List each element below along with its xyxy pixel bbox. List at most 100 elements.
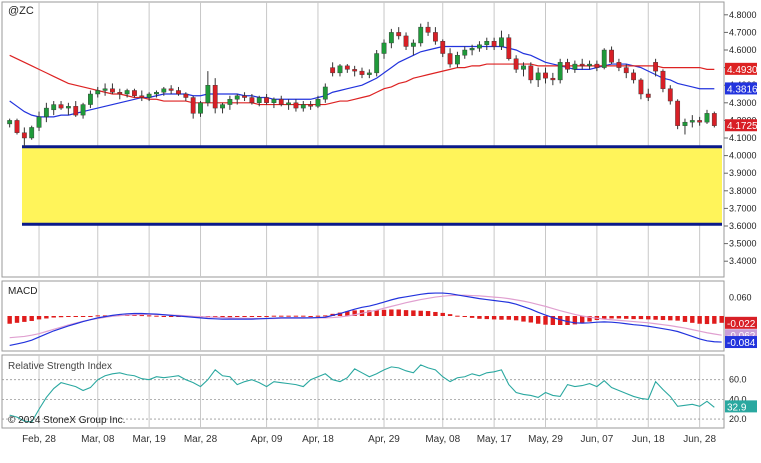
macd-histogram-bar: [440, 312, 445, 316]
candle-body: [462, 49, 468, 56]
macd-histogram-bar: [587, 316, 592, 322]
rsi-panel: 60.0 40.0 20.0 32.9 Relative Strength Inde…: [1, 354, 757, 429]
y-tick-label: 4.1000: [729, 133, 757, 143]
candle-body: [396, 32, 402, 37]
macd-histogram-bar: [389, 309, 394, 316]
macd-histogram-bar: [425, 311, 431, 316]
x-tick-label: Apr, 29: [368, 434, 400, 445]
macd-histogram-bar: [535, 316, 541, 324]
candle-body: [374, 53, 380, 74]
candle-body: [550, 77, 556, 81]
y-tick-label: 4.7000: [729, 27, 757, 37]
candle-body: [14, 120, 20, 133]
candle-body: [594, 63, 600, 68]
macd-value-label-bg: [725, 316, 757, 329]
candle-body: [183, 93, 189, 98]
macd-histogram-bar: [455, 315, 460, 317]
date-axis: Feb, 28 Mar, 08 Mar, 19 Mar, 28 Apr, 09 Apr, …: [22, 434, 716, 445]
macd-histogram-bar: [381, 309, 387, 316]
candle-body: [711, 113, 717, 126]
macd-histogram-bar: [602, 316, 607, 319]
candle-body: [433, 32, 438, 42]
candle-body: [572, 63, 578, 70]
macd-histogram-bar: [66, 316, 71, 317]
candle-body: [543, 72, 548, 79]
candle-body: [154, 92, 159, 95]
candle-body: [190, 97, 196, 114]
macd-histogram-bar: [653, 316, 658, 320]
candle-body: [410, 42, 416, 47]
rsi-y-axis: 60.0 40.0 20.0: [729, 375, 747, 424]
zone-fill: [22, 146, 722, 225]
y-tick-label: 4.6000: [729, 45, 757, 55]
macd-panel: 0.060 -0.022-0.062-0.084 MACD: [1, 280, 757, 352]
macd-histogram-bar: [675, 316, 680, 321]
x-tick-label: Jun, 28: [683, 434, 716, 445]
macd-histogram-bar: [22, 316, 27, 322]
candle-body: [631, 72, 636, 81]
y-tick-label: 3.4000: [729, 256, 757, 266]
candle-body: [315, 99, 321, 107]
candle-body: [80, 104, 86, 116]
candle-body: [366, 72, 372, 75]
candle-body: [499, 37, 504, 47]
candle-body: [682, 121, 688, 126]
rsi-series-line: [9, 364, 715, 423]
candle-body: [308, 104, 314, 107]
candle-body: [455, 55, 460, 65]
candle-body: [660, 70, 666, 89]
candle-body: [286, 102, 291, 105]
macd-histogram-bar: [352, 310, 357, 316]
macd-histogram-bar: [403, 310, 409, 316]
rsi-title: Relative Strength Index: [8, 361, 112, 372]
candle-body: [168, 88, 174, 91]
y-tick-label: 3.7000: [729, 203, 757, 213]
macd-histogram-bar: [323, 315, 328, 317]
candlestick-series: [7, 21, 717, 147]
macd-histogram-bar: [154, 315, 159, 317]
macd-histogram-bar: [286, 315, 291, 317]
macd-histogram-bar: [557, 316, 563, 325]
candle-body: [117, 92, 123, 95]
candle-body: [623, 67, 629, 74]
y-tick-label: 4.8000: [729, 10, 757, 20]
macd-histogram-bar: [367, 310, 372, 316]
macd-histogram-bar: [374, 310, 379, 316]
macd-histogram-bar: [264, 316, 269, 317]
macd-histogram-bar: [411, 310, 416, 316]
macd-histogram-bar: [58, 316, 64, 318]
macd-histogram-bar: [29, 316, 34, 321]
macd-histogram-bar: [44, 316, 49, 319]
candle-body: [484, 41, 490, 45]
macd-histogram-bar: [220, 316, 225, 318]
macd-value-label: -0.022: [727, 319, 756, 330]
rsi-value-label: 32.9: [727, 402, 747, 413]
macd-histogram-bar: [139, 315, 144, 317]
macd-histogram-bar: [521, 316, 526, 322]
price-label-bg: [725, 62, 757, 75]
candle-body: [344, 65, 350, 70]
macd-histogram-bar: [697, 316, 702, 324]
rsi-value-label-bg: [725, 400, 757, 413]
candle-body: [102, 88, 108, 91]
candle-body: [535, 72, 541, 81]
macd-histogram-bar: [161, 316, 167, 317]
candle-body: [653, 62, 659, 72]
candle-body: [139, 95, 145, 98]
y-tick-label: 4.0000: [729, 151, 757, 161]
y-tick-label: 3.6000: [729, 221, 757, 231]
candle-body: [565, 62, 570, 70]
macd-histogram-bar: [580, 316, 585, 324]
candle-body: [212, 84, 218, 109]
x-tick-label: Jun, 07: [580, 434, 613, 445]
candle-body: [675, 100, 681, 126]
macd-histogram-bar: [337, 312, 343, 316]
candle-body: [403, 35, 409, 47]
candle-body: [51, 104, 57, 111]
macd-histogram-bar: [7, 316, 12, 324]
price-label: 4.4930: [727, 65, 758, 76]
candle-body: [506, 37, 512, 60]
candle-body: [477, 44, 482, 49]
macd-histogram-bar: [88, 316, 93, 317]
macd-histogram-bar: [168, 316, 174, 317]
